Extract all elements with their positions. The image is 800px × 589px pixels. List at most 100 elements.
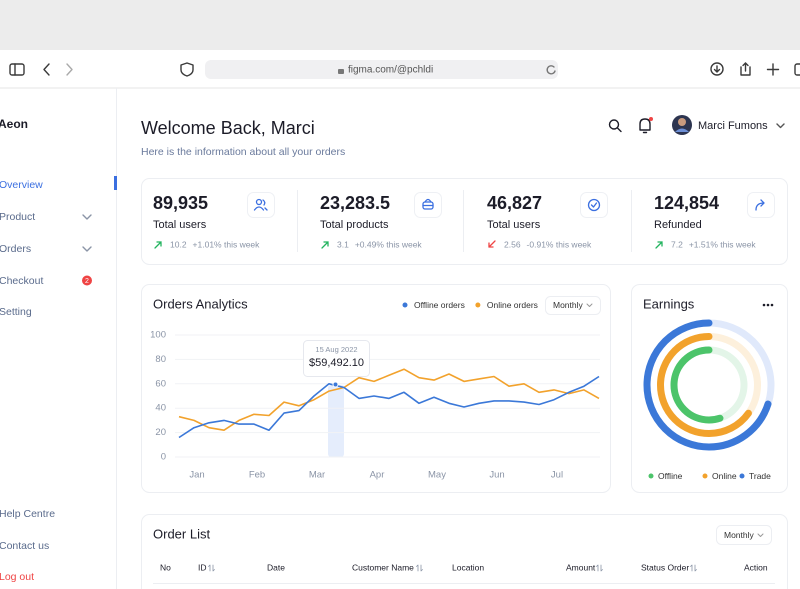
notification-icon[interactable]	[639, 117, 653, 134]
legend-label: Online	[712, 471, 737, 481]
column-header[interactable]: Date	[267, 562, 285, 572]
column-header[interactable]: No	[160, 562, 171, 572]
y-tick-label: 40	[155, 403, 166, 414]
footer-link[interactable]: Help Centre	[0, 508, 55, 520]
legend-label: Online orders	[487, 300, 538, 310]
user-chevron[interactable]	[776, 123, 785, 129]
chevron[interactable]	[82, 246, 92, 252]
order-list-card	[141, 514, 788, 589]
filter-dropdown[interactable]	[545, 296, 601, 315]
url-bar[interactable]	[205, 60, 558, 79]
card-title: Orders Analytics	[153, 296, 248, 311]
trend-arrow	[154, 241, 162, 249]
data-line	[178, 375, 600, 439]
column-header[interactable]: Action	[744, 562, 768, 572]
trend-arrow	[488, 240, 496, 248]
menu-item[interactable]: Product	[0, 211, 35, 223]
sort-icon[interactable]	[416, 564, 423, 572]
column-header[interactable]: Location	[452, 562, 484, 572]
trend-arrow	[321, 241, 329, 249]
tooltip-value: $59,492.10	[309, 357, 364, 369]
sort-icon[interactable]	[690, 564, 697, 572]
ring-arc	[670, 346, 748, 424]
stats-card	[141, 178, 788, 265]
menu-item[interactable]: Overview	[0, 179, 43, 191]
plot: 0 20 40 60 80 100 Jan Feb Mar Apr May Jun Jul	[150, 330, 600, 481]
column-header[interactable]: ID	[198, 562, 207, 572]
stat-percent: -0.91% this week	[527, 239, 592, 249]
ring-arc	[643, 319, 775, 451]
stat-label: Total users	[153, 219, 207, 231]
avatar[interactable]	[672, 115, 692, 135]
filter-label: Monthly	[553, 300, 584, 310]
column-header[interactable]: Amount	[566, 562, 596, 572]
menu-item[interactable]: Checkout	[0, 275, 43, 287]
stat-label: Refunded	[654, 219, 702, 231]
column-header[interactable]: Customer Name	[352, 562, 414, 572]
reload-icon[interactable]	[546, 65, 556, 75]
column-header[interactable]: Status Order	[641, 562, 689, 572]
legend-dot	[648, 473, 654, 479]
earnings-card	[631, 284, 788, 493]
share-icon[interactable]	[740, 62, 751, 76]
filter-dropdown[interactable]	[716, 525, 772, 545]
x-tick-label: Apr	[370, 470, 385, 481]
sidebar-toggle[interactable]	[9, 63, 25, 76]
stat-label: Total products	[320, 219, 389, 231]
stat-change: 7.2	[671, 239, 683, 249]
download-icon[interactable]	[710, 62, 724, 76]
user-name[interactable]: Marci Fumons	[698, 120, 768, 132]
stat-value: 124,854	[654, 193, 719, 213]
y-tick-label: 20	[155, 427, 166, 438]
window-top	[0, 0, 800, 50]
x-tick-label: Jul	[551, 470, 563, 481]
page-subtitle: Here is the information about all your o…	[141, 146, 345, 158]
active-indicator	[114, 176, 117, 190]
menu-item[interactable]: Orders	[0, 243, 31, 255]
new-tab-icon[interactable]	[766, 63, 780, 76]
forward-button[interactable]	[66, 63, 73, 76]
footer-link[interactable]: Contact us	[0, 540, 49, 552]
stat-icon	[414, 192, 442, 218]
chevron[interactable]	[586, 303, 593, 307]
shield-icon[interactable]	[180, 62, 194, 77]
stat-percent: +0.49% this week	[355, 239, 423, 249]
sort-icon[interactable]	[208, 564, 215, 572]
stat-change: 2.56	[504, 239, 521, 249]
stat-value: 23,283.5	[320, 193, 390, 213]
stat-percent: +1.01% this week	[193, 239, 261, 249]
x-tick-label: Jun	[489, 470, 504, 481]
legend-label: Offline	[658, 471, 683, 481]
sort-icon[interactable]	[596, 564, 603, 572]
data-line	[178, 368, 600, 431]
hover-dot	[332, 381, 339, 388]
analytics-card	[141, 284, 611, 493]
stat-value: 46,827	[487, 193, 542, 213]
ring-arc	[657, 333, 761, 437]
x-tick-label: Jan	[189, 470, 204, 481]
menu-item[interactable]: Setting	[0, 306, 32, 318]
stat-percent: +1.51% this week	[689, 239, 757, 249]
more-icon[interactable]	[762, 303, 774, 307]
stat-icon	[247, 192, 275, 218]
stat-change: 3.1	[337, 239, 349, 249]
footer-link[interactable]: Log out	[0, 571, 34, 583]
stat-icon	[580, 192, 608, 218]
legend-label: Offline orders	[414, 300, 465, 310]
card-title: Order List	[153, 526, 210, 541]
page-title: Welcome Back, Marci	[141, 118, 315, 138]
legend-dot	[402, 302, 408, 308]
search-icon[interactable]	[608, 119, 622, 133]
x-tick-label: Mar	[309, 470, 325, 481]
brand: Aeon	[0, 117, 28, 131]
chevron[interactable]	[757, 533, 764, 537]
back-button[interactable]	[43, 63, 50, 76]
y-tick-label: 100	[150, 330, 166, 341]
badge	[82, 275, 92, 286]
trend-arrow	[655, 241, 663, 249]
tooltip	[303, 340, 370, 377]
legend-dot	[475, 302, 481, 308]
chevron[interactable]	[82, 214, 92, 220]
